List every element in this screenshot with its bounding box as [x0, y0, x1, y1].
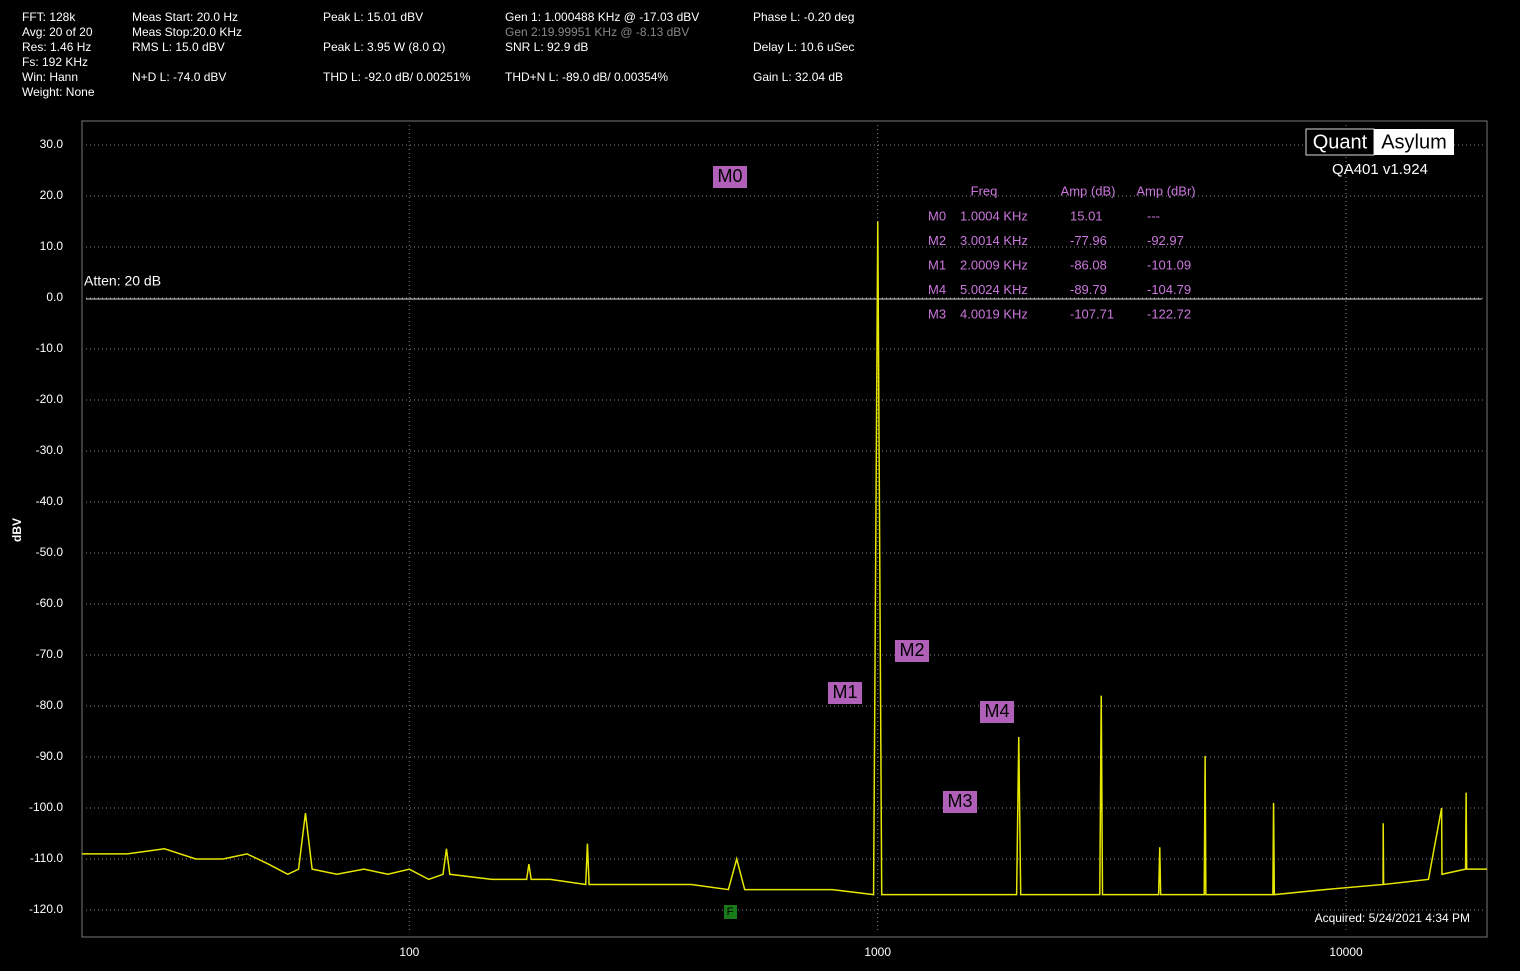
table-cell: -77.96: [1070, 233, 1107, 248]
x-tick-label: 1000: [864, 945, 891, 959]
acquired: Acquired: 5/24/2021 4:34 PM: [1315, 911, 1470, 925]
table-cell: 2.0009 KHz: [960, 257, 1028, 272]
table-header: Amp (dB): [1061, 183, 1116, 198]
table-cell: -89.79: [1070, 282, 1107, 297]
table-cell: -86.08: [1070, 257, 1107, 272]
stat: THD L: -92.0 dB/ 0.00251%: [323, 70, 471, 84]
stat: Peak L: 3.95 W (8.0 Ω): [323, 40, 445, 54]
table-cell: 4.0019 KHz: [960, 306, 1028, 321]
stat: Phase L: -0.20 deg: [753, 10, 854, 24]
stat: Gen 1: 1.000488 KHz @ -17.03 dBV: [505, 10, 699, 24]
fundamental-flag-box: [724, 905, 737, 919]
y-tick-label: -110.0: [30, 851, 63, 865]
table-cell: -107.71: [1070, 306, 1114, 321]
table-cell: M0: [928, 208, 946, 223]
y-tick-label: 0.0: [46, 290, 63, 304]
stat: N+D L: -74.0 dBV: [132, 70, 226, 84]
y-tick-label: -70.0: [36, 647, 64, 661]
stat: THD+N L: -89.0 dB/ 0.00354%: [505, 70, 668, 84]
stat: Weight: None: [22, 85, 95, 99]
stat: Meas Stop:20.0 KHz: [132, 25, 242, 39]
table-cell: M3: [928, 306, 946, 321]
table-cell: M1: [928, 257, 946, 272]
stat: SNR L: 92.9 dB: [505, 40, 588, 54]
stat: Fs: 192 KHz: [22, 55, 88, 69]
y-tick-label: 30.0: [40, 137, 64, 151]
fundamental-flag: F: [727, 906, 734, 918]
y-tick-label: -80.0: [36, 698, 64, 712]
marker-table: Freq Amp (dB) Amp (dBr): [971, 183, 1196, 198]
logo: Quant Asylum QA401 v1.924: [1305, 128, 1454, 178]
table-cell: -92.97: [1147, 233, 1184, 248]
logo-text: Quant: [1313, 131, 1368, 153]
x-tick-label: 10000: [1329, 945, 1363, 959]
stat: Peak L: 15.01 dBV: [323, 10, 423, 24]
annotation: Atten: 20 dB: [84, 273, 161, 289]
stat: Gen 2:19.99951 KHz @ -8.13 dBV: [505, 25, 689, 39]
table-rows: M0 1.0004 KHz 15.01 --- M2 3.0014 KHz -77.96 -9…: [928, 208, 1191, 321]
stat: FFT: 128k: [22, 10, 76, 24]
table-header: Freq: [971, 183, 998, 198]
table-cell: M2: [928, 233, 946, 248]
table-cell: M4: [928, 282, 946, 297]
y-tick-label: -120.0: [29, 902, 63, 916]
stat: Gain L: 32.04 dB: [753, 70, 843, 84]
table-cell: ---: [1147, 208, 1160, 223]
y-tick-label: -60.0: [36, 596, 64, 610]
marker-label: M4: [984, 701, 1009, 721]
table-header: Amp (dBr): [1136, 183, 1195, 198]
marker-labels: M0 M2 M1 M4 M3: [713, 166, 1014, 813]
stat: Meas Start: 20.0 Hz: [132, 10, 238, 24]
y-tick-label: 20.0: [40, 188, 64, 202]
y-tick-label: -90.0: [36, 749, 64, 763]
marker-label: M2: [899, 640, 924, 660]
stat: Delay L: 10.6 uSec: [753, 40, 854, 54]
x-tick-label: 100: [399, 945, 419, 959]
table-cell: -104.79: [1147, 282, 1191, 297]
y-tick-label: -20.0: [36, 392, 64, 406]
table-cell: 3.0014 KHz: [960, 233, 1028, 248]
logo-box: [1374, 129, 1454, 155]
header: FFT: 128k Avg: 20 of 20 Res: 1.46 Hz Fs:…: [22, 10, 854, 99]
marker-label: M3: [947, 791, 972, 811]
y-tick-label: -10.0: [36, 341, 64, 355]
logo-box: [1305, 128, 1375, 156]
table-cell: -122.72: [1147, 306, 1191, 321]
stat: RMS L: 15.0 dBV: [132, 40, 225, 54]
table-cell: -101.09: [1147, 257, 1191, 272]
marker-label: M0: [717, 166, 742, 186]
stat: Win: Hann: [22, 70, 78, 84]
spectrum-line: [82, 221, 1487, 896]
marker-label: M1: [832, 682, 857, 702]
version: QA401 v1.924: [1332, 161, 1428, 178]
table-cell: 5.0024 KHz: [960, 282, 1028, 297]
stat: Avg: 20 of 20: [22, 25, 93, 39]
grid: 30.0 20.0 10.0 0.0 -10.0 -20.0 -30.0 -40.0 -50.0…: [29, 125, 1483, 959]
stat: Res: 1.46 Hz: [22, 40, 91, 54]
plot-frame: [81, 120, 1488, 938]
y-tick-label: 10.0: [40, 239, 64, 253]
table-cell: 15.01: [1070, 208, 1103, 223]
plot: [82, 221, 1487, 896]
y-tick-label: -30.0: [36, 443, 64, 457]
y-tick-label: -50.0: [36, 545, 64, 559]
table-cell: 1.0004 KHz: [960, 208, 1028, 223]
y-axis-label: dBV: [10, 518, 24, 542]
y-tick-label: -100.0: [29, 800, 63, 814]
logo-text: Asylum: [1381, 131, 1447, 153]
y-tick-label: -40.0: [36, 494, 64, 508]
